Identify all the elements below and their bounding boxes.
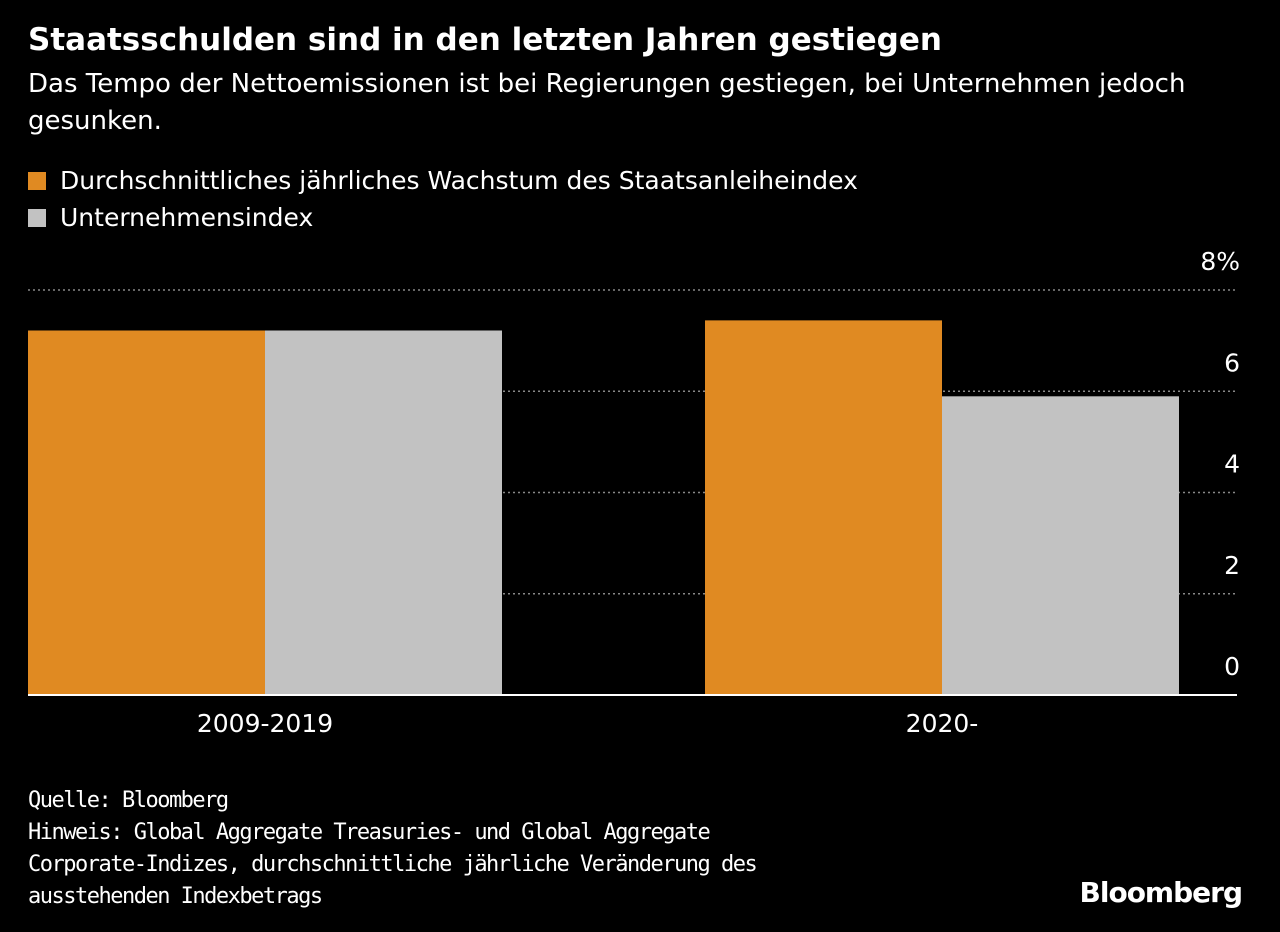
y-tick-label: 2	[1224, 551, 1240, 580]
x-tick-label: 2020-	[906, 709, 979, 738]
legend-swatch	[28, 171, 46, 190]
chart-title: Staatsschulden sind in den letzten Jahre…	[28, 22, 942, 58]
legend-label: Unternehmensindex	[60, 203, 314, 232]
bar	[942, 396, 1179, 695]
note-line: Hinweis: Global Aggregate Treasuries- un…	[28, 820, 711, 845]
legend-item: Unternehmensindex	[28, 203, 313, 232]
legend-item: Durchschnittliches jährliches Wachstum d…	[28, 166, 858, 195]
y-tick-label: 4	[1224, 450, 1240, 479]
x-tick-label: 2009-2019	[197, 709, 333, 738]
y-tick-label: 8%	[1200, 247, 1240, 276]
chart-subtitle: Das Tempo der Nettoemissionen ist bei Re…	[28, 69, 1186, 136]
legend-label: Durchschnittliches jährliches Wachstum d…	[60, 166, 858, 195]
source: Quelle: Bloomberg	[28, 788, 229, 813]
note-line: ausstehenden Indexbetrags	[28, 884, 323, 909]
bar	[28, 330, 265, 695]
logo: Bloomberg	[1079, 876, 1243, 909]
bar	[265, 330, 502, 695]
chart: 0 2 4 6 8% 2009-2019 2020-	[28, 247, 1240, 738]
bar	[705, 320, 942, 695]
y-tick-label: 0	[1224, 652, 1240, 681]
legend-swatch	[28, 208, 46, 227]
note-line: Corporate-Indizes, durchschnittliche jäh…	[28, 852, 758, 877]
y-tick-label: 6	[1224, 348, 1240, 377]
